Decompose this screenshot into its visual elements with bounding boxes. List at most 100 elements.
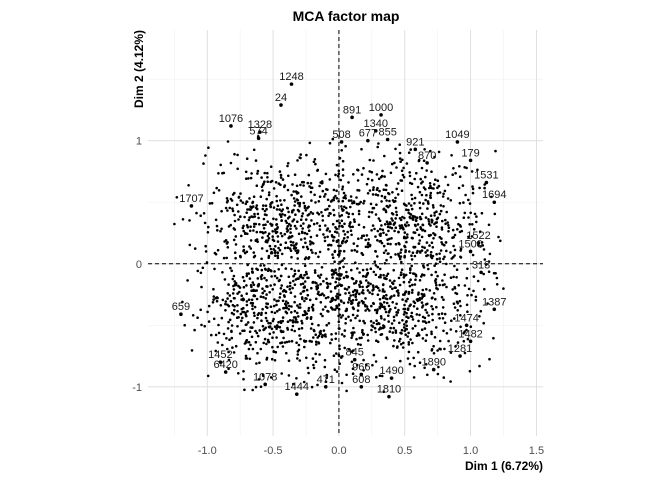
data-point [289,249,293,252]
data-point [259,230,262,234]
data-point [379,232,383,236]
data-point [361,289,365,292]
data-point [241,310,244,314]
data-point [269,247,273,251]
data-point [332,270,336,273]
data-point [396,193,400,196]
data-point [258,223,261,226]
data-point [269,180,273,184]
data-point [234,344,238,348]
data-point [272,331,275,334]
data-point [402,313,406,316]
data-point [374,250,378,253]
data-point [254,329,257,333]
data-point [236,292,239,295]
data-point [431,318,435,322]
data-point [438,339,442,343]
data-point [224,309,227,312]
data-point [467,198,470,202]
data-point [408,304,411,308]
data-point [321,334,324,337]
data-point [355,289,359,292]
data-point [303,273,306,277]
data-point [275,227,279,230]
data-point [351,372,355,376]
data-point [273,283,276,286]
data-point [407,331,410,335]
data-point [235,316,239,320]
data-point [226,209,229,212]
data-point [340,205,343,208]
data-point [294,318,298,321]
data-point [334,286,337,290]
data-point [329,290,333,293]
data-point [400,328,404,332]
labeled-point [413,147,418,152]
data-point [293,300,296,304]
data-point [265,293,268,296]
data-point [351,367,355,371]
data-point [219,229,222,233]
data-point [289,227,292,231]
data-point [240,298,243,301]
data-point [335,219,339,223]
data-point [428,186,431,190]
data-point [244,354,248,358]
data-point [442,257,445,261]
data-point [322,329,326,332]
data-point [324,208,327,212]
data-point [426,373,429,377]
data-point [279,176,283,179]
data-point [210,201,214,205]
data-point [383,307,387,311]
data-point [312,366,316,370]
data-point [327,214,330,218]
data-point [444,222,447,226]
data-point [358,319,362,323]
labeled-point [492,307,497,312]
data-point [242,245,245,248]
data-point [196,269,200,273]
data-point [309,317,313,321]
data-point [361,274,365,278]
data-point [465,303,469,307]
data-point [273,274,277,278]
data-point [380,200,383,203]
data-point [456,228,459,231]
data-point [317,334,321,338]
data-point [338,362,342,366]
data-point [492,271,496,275]
data-point [400,224,404,227]
data-point [281,208,285,211]
data-point [409,314,413,318]
labeled-point [323,384,328,389]
data-point [452,302,456,306]
data-point [337,307,341,311]
data-point [435,217,439,221]
data-point [437,184,441,188]
data-point [291,324,295,328]
point-label: 1328 [248,119,272,131]
data-point [181,218,185,221]
data-point [418,361,422,365]
data-point [342,257,346,260]
data-point [417,242,421,245]
data-point [347,315,350,319]
data-point [301,282,305,286]
data-point [389,296,392,299]
data-point [375,375,378,379]
data-point [264,305,268,309]
data-point [286,188,290,192]
data-point [233,228,237,231]
data-point [279,329,283,333]
data-point [276,256,280,260]
data-point [278,170,282,173]
data-point [364,238,368,242]
data-point [424,303,428,306]
data-point [302,286,306,289]
data-point [303,345,306,349]
data-point [316,284,320,287]
data-point [261,287,264,291]
data-point [441,306,445,309]
data-point [409,148,413,151]
